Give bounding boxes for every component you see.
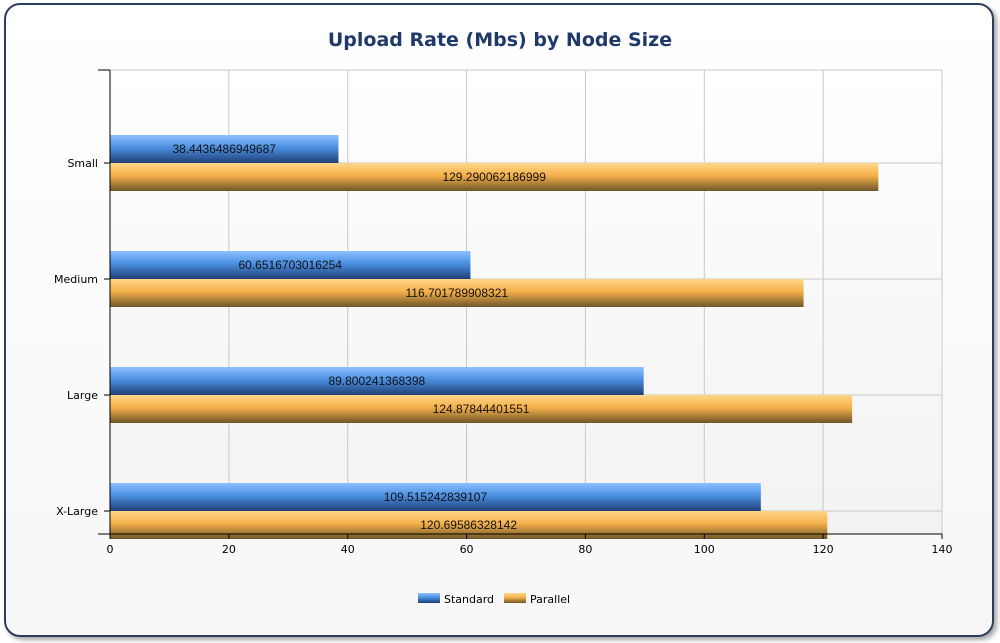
data-label: 89.800241368398 bbox=[328, 374, 425, 388]
legend: Standard Parallel bbox=[418, 593, 570, 606]
category-label: Large bbox=[67, 389, 98, 402]
x-tick-label: 40 bbox=[341, 543, 355, 556]
chart-title: Upload Rate (Mbs) by Node Size bbox=[328, 29, 672, 51]
data-label: 116.701789908321 bbox=[405, 286, 508, 300]
bar-parallel-medium bbox=[110, 279, 804, 307]
data-label: 129.290062186999 bbox=[442, 170, 546, 184]
x-tick-label: 0 bbox=[107, 543, 114, 556]
x-tick-label: 140 bbox=[932, 543, 953, 556]
legend-swatch-standard bbox=[418, 593, 440, 603]
x-tick-label: 100 bbox=[694, 543, 715, 556]
x-tick-label: 60 bbox=[460, 543, 474, 556]
data-label: 60.6516703016254 bbox=[238, 258, 342, 272]
category-label: Medium bbox=[54, 273, 98, 286]
legend-label-parallel: Parallel bbox=[530, 593, 570, 606]
data-label: 38.4436486949687 bbox=[173, 142, 277, 156]
bar-parallel-large bbox=[110, 395, 853, 423]
category-label: X-Large bbox=[56, 505, 98, 518]
category-label: Small bbox=[67, 157, 98, 170]
bars-layer: 38.4436486949687 129.290062186999 60.65167… bbox=[110, 135, 879, 539]
x-tick-label: 120 bbox=[813, 543, 834, 556]
x-tick-label: 20 bbox=[222, 543, 236, 556]
bar-standard-medium bbox=[110, 251, 471, 279]
axes-layer: 0 20 40 60 80 100 120 140 Small Medium Large X-Larg… bbox=[54, 69, 953, 556]
legend-label-standard: Standard bbox=[444, 593, 494, 606]
bar-standard-small bbox=[110, 135, 339, 163]
data-label: 120.69586328142 bbox=[420, 518, 517, 532]
data-label: 109.515242839107 bbox=[384, 490, 488, 504]
x-tick-label: 80 bbox=[578, 543, 592, 556]
bar-parallel-small bbox=[110, 163, 879, 191]
bar-standard-large bbox=[110, 367, 644, 395]
bar-standard-x-large bbox=[110, 483, 761, 511]
data-label: 124.87844401551 bbox=[433, 402, 530, 416]
legend-swatch-parallel bbox=[504, 593, 526, 603]
